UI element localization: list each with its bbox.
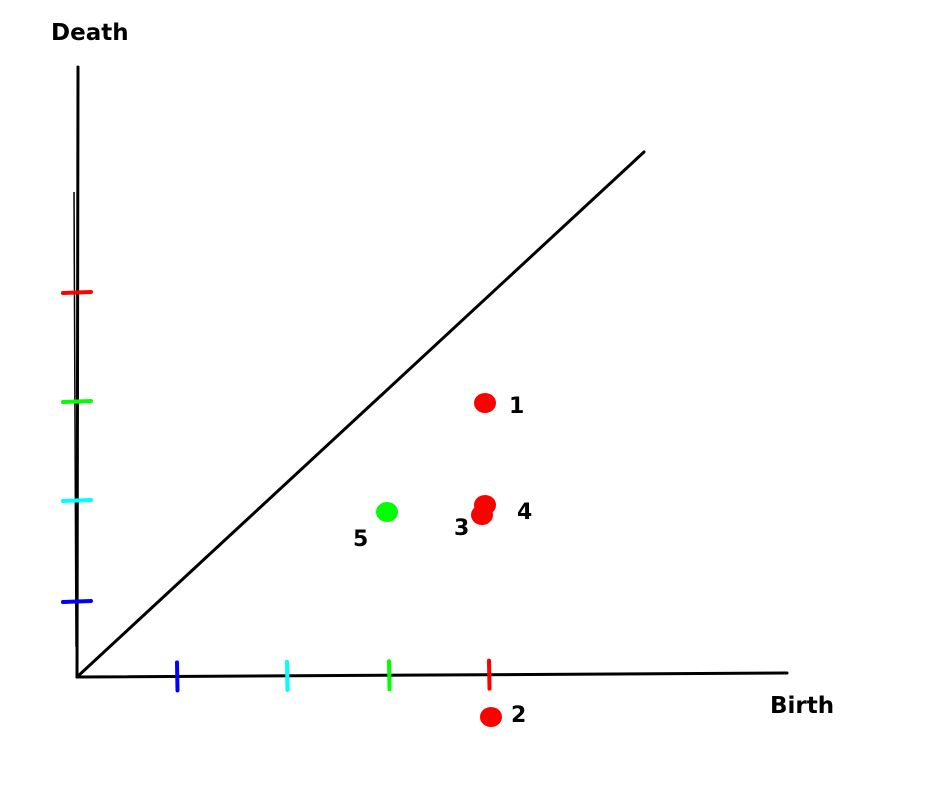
point-label-2: 2: [511, 703, 526, 728]
point-2: [480, 707, 502, 727]
y-tick-1: [61, 599, 93, 604]
y-tick-2: [61, 498, 93, 503]
ticks: [61, 290, 492, 693]
point-label-1: 1: [509, 394, 524, 419]
y-tick-3: [61, 399, 93, 404]
x-tick-1: [175, 660, 180, 693]
y-axis-sketch-line: [73, 191, 77, 648]
point-label-5: 5: [353, 527, 368, 552]
y-tick-4: [61, 290, 93, 295]
point-label-3: 3: [454, 516, 469, 541]
point-label-4: 4: [517, 500, 532, 525]
x-axis-line: [75, 671, 789, 679]
point-4: [474, 495, 496, 515]
axes: [73, 65, 789, 679]
y-axis-line: [75, 65, 80, 679]
x-axis-label: Birth: [770, 693, 834, 719]
x-tick-2: [285, 659, 290, 692]
points: 1 2 3 4 5: [353, 393, 532, 728]
y-axis-label: Death: [51, 20, 129, 46]
point-5: [376, 502, 398, 522]
diagonal-line: [75, 150, 646, 679]
x-tick-3: [387, 659, 392, 692]
x-tick-4: [487, 658, 492, 691]
point-1: [474, 393, 496, 413]
